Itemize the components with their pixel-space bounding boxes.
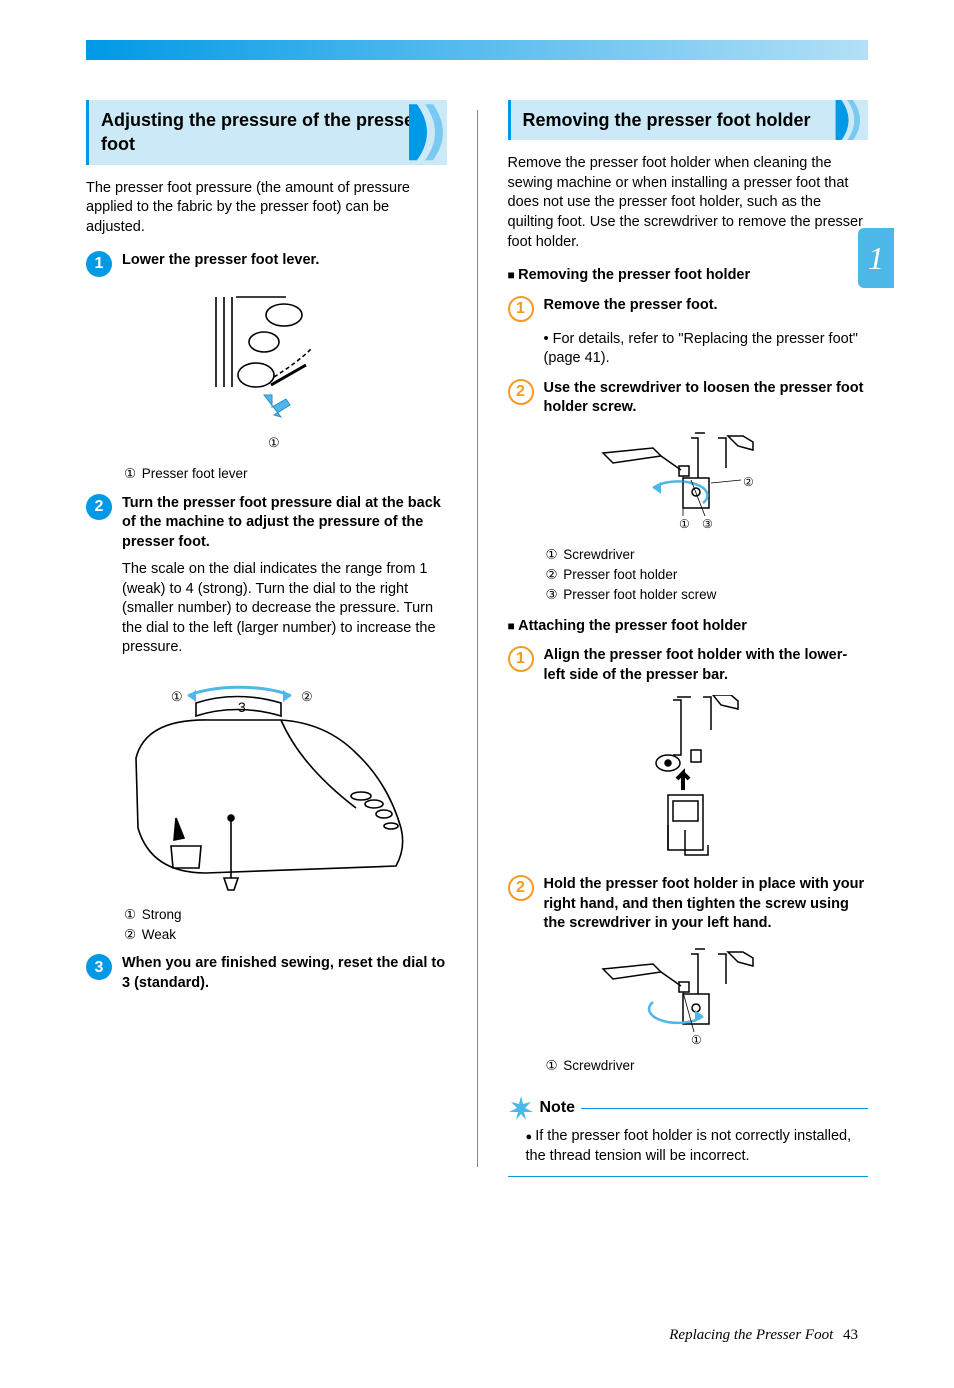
- step-number-2-icon: 2: [86, 494, 112, 520]
- legend-b: ① Screwdriver: [544, 1057, 869, 1075]
- left-step2-body: The scale on the dial indicates the rang…: [122, 560, 447, 658]
- right-column: Removing the presser foot holder Remove …: [508, 100, 869, 1177]
- left-column: Adjusting the pressure of the presser fo…: [86, 100, 447, 1177]
- note-star-icon: [508, 1095, 534, 1121]
- figure-align-holder: [508, 695, 869, 865]
- step-number-outline-2-icon: 2: [508, 379, 534, 405]
- legend-1: ① Presser foot lever: [122, 465, 447, 483]
- right-step-a1: 1 Remove the presser foot.: [508, 296, 869, 322]
- legend-a: ① Screwdriver ② Presser foot holder ③ Pr…: [544, 546, 869, 605]
- right-intro-text: Remove the presser foot holder when clea…: [508, 154, 869, 252]
- svg-text:②: ②: [301, 689, 313, 704]
- right-step-b2: 2 Hold the presser foot holder in place …: [508, 875, 869, 934]
- note-item: If the presser foot holder is not correc…: [526, 1127, 869, 1166]
- content-columns: Adjusting the pressure of the presser fo…: [86, 100, 868, 1177]
- left-step1-text: Lower the presser foot lever.: [122, 251, 447, 271]
- legendA-c: Presser foot holder screw: [563, 587, 716, 602]
- step-number-outline-2b-icon: 2: [508, 875, 534, 901]
- right-step-a2: 2 Use the screwdriver to loosen the pres…: [508, 379, 869, 418]
- step-number-1-icon: 1: [86, 251, 112, 277]
- figure-pressure-dial: 3 ① ②: [86, 668, 447, 898]
- svg-text:3: 3: [238, 699, 246, 715]
- left-step3-text: When you are finished sewing, reset the …: [122, 954, 447, 993]
- figure-presser-lever: ①: [86, 287, 447, 457]
- page-footer: Replacing the Presser Foot 43: [669, 1327, 858, 1344]
- column-divider: [477, 110, 478, 1167]
- legendA-num-3: ③: [544, 586, 560, 604]
- legendB-num-1: ①: [544, 1057, 560, 1075]
- step-number-3-icon: 3: [86, 954, 112, 980]
- legendA-a: Screwdriver: [563, 547, 634, 562]
- left-step-3: 3 When you are finished sewing, reset th…: [86, 954, 447, 993]
- svg-text:①: ①: [679, 517, 690, 531]
- left-section-header: Adjusting the pressure of the presser fo…: [86, 100, 447, 165]
- left-heading: Adjusting the pressure of the presser fo…: [101, 108, 435, 157]
- note-title: Note: [540, 1097, 576, 1119]
- note-rule-bottom: [508, 1176, 869, 1177]
- svg-text:①: ①: [691, 1033, 702, 1047]
- right-section-header: Removing the presser foot holder: [508, 100, 869, 140]
- legend2-a: Strong: [142, 907, 182, 922]
- note-box: Note If the presser foot holder is not c…: [508, 1091, 869, 1177]
- legendA-b: Presser foot holder: [563, 567, 677, 582]
- right-heading: Removing the presser foot holder: [523, 108, 857, 132]
- figure-loosen-screw: ① ③ ②: [508, 428, 869, 538]
- left-step2-text: Turn the presser foot pressure dial at t…: [122, 494, 447, 553]
- legend2-num-2: ②: [122, 926, 138, 944]
- right-stepA1-text: Remove the presser foot.: [544, 296, 869, 316]
- footer-page-number: 43: [843, 1327, 858, 1343]
- step-number-outline-1-icon: 1: [508, 296, 534, 322]
- figure-tighten-screw: ①: [508, 944, 869, 1049]
- svg-text:①: ①: [171, 689, 183, 704]
- header-decoration-icon: [409, 100, 449, 165]
- left-intro-text: The presser foot pressure (the amount of…: [86, 179, 447, 238]
- right-stepB2-text: Hold the presser foot holder in place wi…: [544, 875, 869, 934]
- subhead-removing: Removing the presser foot holder: [508, 266, 869, 286]
- legend2-num-1: ①: [122, 906, 138, 924]
- left-step-2: 2 Turn the presser foot pressure dial at…: [86, 494, 447, 553]
- legend1-a: Presser foot lever: [142, 466, 248, 481]
- svg-text:③: ③: [702, 517, 713, 531]
- left-step-1: 1 Lower the presser foot lever.: [86, 251, 447, 277]
- note-rule-top: [581, 1108, 868, 1109]
- legend-num-1: ①: [122, 465, 138, 483]
- legendA-num-1: ①: [544, 546, 560, 564]
- right-stepA2-text: Use the screwdriver to loosen the presse…: [544, 379, 869, 418]
- svg-text:①: ①: [268, 435, 280, 450]
- legendB-a: Screwdriver: [563, 1058, 634, 1073]
- legend-2: ① Strong ② Weak: [122, 906, 447, 944]
- right-stepA1-bullet: For details, refer to "Replacing the pre…: [544, 330, 869, 369]
- step-number-outline-1b-icon: 1: [508, 646, 534, 672]
- chapter-tab: 1: [858, 228, 894, 288]
- footer-section: Replacing the Presser Foot: [669, 1327, 833, 1343]
- right-step-b1: 1 Align the presser foot holder with the…: [508, 646, 869, 685]
- right-stepB1-text: Align the presser foot holder with the l…: [544, 646, 869, 685]
- legendA-num-2: ②: [544, 566, 560, 584]
- subhead-attaching: Attaching the presser foot holder: [508, 617, 869, 637]
- top-gradient-bar: [86, 40, 868, 60]
- svg-text:②: ②: [743, 475, 754, 489]
- legend2-b: Weak: [142, 927, 176, 942]
- header-decoration-icon: [830, 100, 870, 140]
